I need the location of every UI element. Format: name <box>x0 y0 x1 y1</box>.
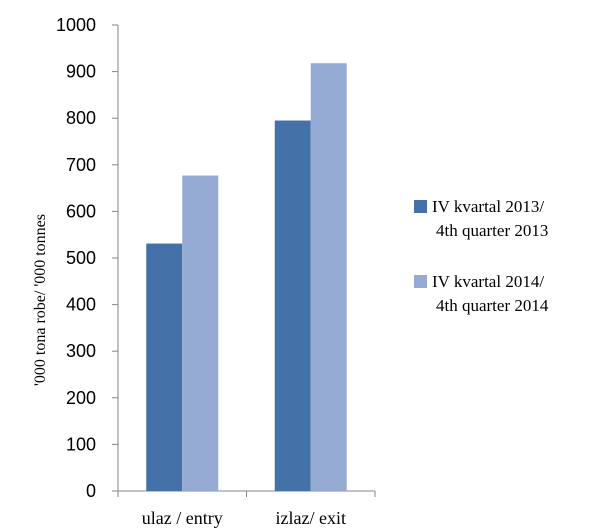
y-tick-label: 500 <box>66 248 96 268</box>
y-tick-label: 300 <box>66 341 96 361</box>
legend-label-line: IV kvartal 2013/ <box>432 197 544 216</box>
legend-label: IV kvartal 2014/4th quarter 2014 <box>432 272 549 315</box>
legend-label: IV kvartal 2013/4th quarter 2013 <box>432 197 548 240</box>
y-tick-label: 900 <box>66 62 96 82</box>
y-tick-label: 400 <box>66 295 96 315</box>
y-tick-label: 0 <box>86 481 96 501</box>
legend-label-line: 4th quarter 2014 <box>436 296 549 315</box>
y-tick-label: 600 <box>66 201 96 221</box>
y-ticks: 0 100 200 300 400 500 600 700 800 900 1000 <box>56 15 376 501</box>
bar-2-1 <box>182 175 219 491</box>
y-tick-label: 800 <box>66 108 96 128</box>
category-label: izlaz/ exit <box>276 508 346 528</box>
y-tick-label: 700 <box>66 155 96 175</box>
y-tick-label: 200 <box>66 388 96 408</box>
category-labels: ulaz / entry izlaz/ exit <box>142 508 346 528</box>
bar-1-2 <box>274 120 311 491</box>
y-axis-title: '000 tona robe/ '000 tonnes <box>32 214 49 386</box>
bar-2-2 <box>310 63 347 491</box>
legend-swatch <box>414 200 427 213</box>
bars <box>146 63 347 491</box>
legend-label-line: 4th quarter 2013 <box>436 221 548 240</box>
y-tick-label: 1000 <box>56 15 96 35</box>
category-label: ulaz / entry <box>142 508 223 528</box>
legend-swatch <box>414 275 427 288</box>
y-tick-label: 100 <box>66 434 96 454</box>
bar-1-1 <box>146 243 183 491</box>
legend-label-line: IV kvartal 2014/ <box>432 272 544 291</box>
